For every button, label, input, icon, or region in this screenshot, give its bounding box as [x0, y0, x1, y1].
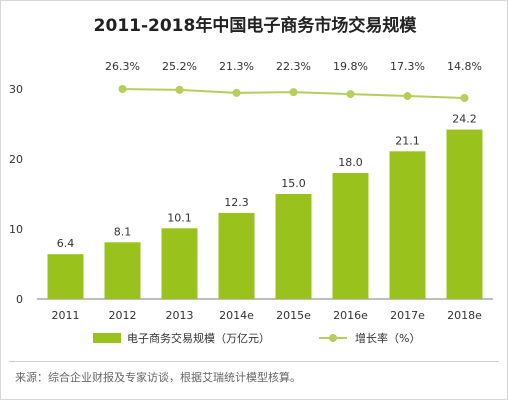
chart-title: 2011-2018年中国电子商务市场交易规模 — [93, 16, 417, 36]
bar-value-label: 10.1 — [167, 211, 192, 224]
bar-value-label: 21.1 — [395, 134, 420, 147]
x-tick-label: 2011 — [52, 309, 80, 322]
y-tick-label: 10 — [9, 223, 23, 236]
y-tick-label: 0 — [16, 293, 23, 306]
source-note: 来源：综合企业财报及专家访谈，根据艾瑞统计模型核算。 — [15, 371, 301, 384]
source-divider — [9, 361, 499, 362]
bar — [104, 242, 141, 299]
growth-point — [289, 88, 298, 97]
legend-bar-label: 电子商务交易规模（万亿元） — [127, 331, 270, 345]
legend-line-label: 增长率（%） — [355, 331, 420, 345]
bar-value-label: 24.2 — [452, 113, 477, 126]
growth-point — [175, 85, 184, 94]
x-tick-label: 2016e — [333, 309, 368, 322]
growth-point — [403, 92, 412, 101]
bar — [389, 151, 426, 299]
y-tick-label: 30 — [9, 83, 23, 96]
bar-value-label: 6.4 — [57, 237, 75, 250]
bar-value-label: 12.3 — [224, 196, 249, 209]
growth-value-label: 22.3% — [276, 60, 311, 73]
x-tick-label: 2018e — [447, 309, 482, 322]
bar-value-label: 8.1 — [114, 225, 132, 238]
y-tick-label: 20 — [9, 153, 23, 166]
bar — [218, 212, 255, 299]
growth-value-label: 19.8% — [333, 60, 368, 73]
bar-value-label: 18.0 — [338, 156, 363, 169]
bar — [161, 228, 198, 299]
bar — [332, 173, 369, 299]
growth-value-label: 26.3% — [105, 60, 140, 73]
x-tick-label: 2013 — [166, 309, 194, 322]
legend-line-marker — [329, 334, 337, 342]
growth-value-label: 21.3% — [219, 60, 254, 73]
growth-value-label: 25.2% — [162, 60, 197, 73]
growth-point — [346, 90, 355, 99]
bar-value-label: 15.0 — [281, 177, 306, 190]
growth-point — [460, 94, 469, 102]
x-tick-label: 2014e — [219, 309, 254, 322]
x-tick-label: 2015e — [276, 309, 311, 322]
bar — [47, 254, 84, 299]
growth-point — [118, 85, 127, 93]
bar — [275, 194, 312, 299]
growth-value-label: 14.8% — [447, 60, 482, 73]
x-tick-label: 2017e — [390, 309, 425, 322]
growth-value-label: 17.3% — [390, 60, 425, 73]
legend-bar-swatch — [93, 333, 121, 343]
growth-point — [232, 88, 241, 97]
bar — [446, 129, 483, 299]
x-tick-label: 2012 — [109, 309, 137, 322]
